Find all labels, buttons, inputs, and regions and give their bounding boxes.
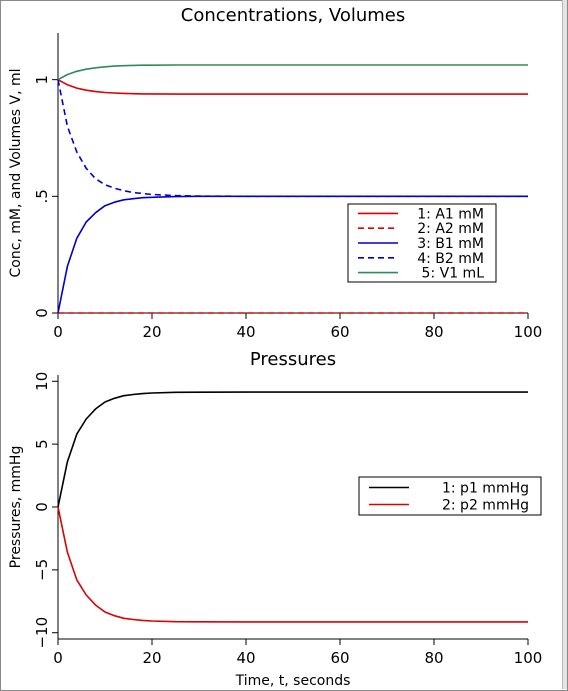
chart-1-series-4-line <box>57 79 528 198</box>
chart-1-legend-entry-4: 4: B2 mM <box>417 251 484 267</box>
chart-1-y-tick-label: 0 <box>33 308 51 318</box>
chart-2-x-tick-label: 40 <box>236 649 255 667</box>
chart-2-legend-box <box>358 476 542 516</box>
chart-2-x-tick-label: 80 <box>424 649 443 667</box>
chart-1-legend-entry-1: 1: A1 mM <box>417 206 484 222</box>
chart-1-x-tick-label: 40 <box>236 323 255 341</box>
chart-2-y-tick-label: 10 <box>33 372 51 391</box>
chart-2-title: Pressures <box>250 349 336 370</box>
chart-2-y-tick-label: −5 <box>33 559 51 581</box>
chart-1-x-tick-label: 60 <box>330 323 349 341</box>
chart-2-x-tick-label: 20 <box>142 649 161 667</box>
chart-1-x-tick-label: 100 <box>514 323 543 341</box>
chart-2-x-tick-label: 60 <box>330 649 349 667</box>
chart-1-legend-entry-3: 3: B1 mM <box>417 236 484 252</box>
chart-2-y-tick-label: 5 <box>33 439 51 449</box>
chart-2-x-axis-label: Time, t, seconds <box>235 673 351 689</box>
chart-1-series-1-line <box>57 78 528 95</box>
window-edge <box>562 0 567 689</box>
chart-2-y-tick-label: −10 <box>33 617 51 649</box>
chart-2-x-tick-label: 0 <box>53 649 63 667</box>
chart-2-legend-entry-2: 2: p2 mmHg <box>442 498 529 514</box>
chart-2-series-2-line <box>57 506 528 623</box>
chart-1-series-5-line <box>57 64 528 81</box>
chart-1-x-tick-label: 20 <box>142 323 161 341</box>
chart-1-title: Concentrations, Volumes <box>181 5 405 26</box>
chart-2-series-1-line <box>57 391 528 508</box>
chart-1-legend-entry-2: 2: A2 mM <box>417 221 484 237</box>
chart-2-legend-entry-1: 1: p1 mmHg <box>442 481 529 497</box>
chart-1-y-tick-label: .5 <box>33 189 51 203</box>
chart-2-x-tick-label: 100 <box>514 649 543 667</box>
chart-1-legend-entry-5: 5: V1 mL <box>422 266 485 282</box>
chart-1-x-tick-label: 80 <box>424 323 443 341</box>
chart-1-x-tick-label: 0 <box>53 323 63 341</box>
chart-2-y-axis-label: Pressures, mmHg <box>8 446 24 569</box>
chart-1-y-axis-label: Conc, mM, and Volumes V, ml <box>8 68 24 277</box>
chart-2-y-tick-label: 0 <box>33 502 51 512</box>
chart-1-y-tick-label: 1 <box>33 75 51 85</box>
